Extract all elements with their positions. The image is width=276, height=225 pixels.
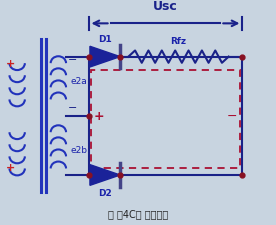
Bar xyxy=(91,70,240,168)
Polygon shape xyxy=(90,46,120,67)
Text: e2a: e2a xyxy=(70,77,87,86)
Text: Rfz: Rfz xyxy=(171,36,187,45)
Text: −: − xyxy=(227,110,237,123)
Text: −: − xyxy=(67,104,77,113)
Text: 图 （4C） 全波整流: 图 （4C） 全波整流 xyxy=(108,209,168,219)
Text: +: + xyxy=(6,163,15,173)
Text: D2: D2 xyxy=(98,189,112,198)
Text: −: − xyxy=(67,55,77,65)
Text: Usc: Usc xyxy=(153,0,178,13)
Text: +: + xyxy=(94,110,104,123)
Text: e2b: e2b xyxy=(70,146,87,155)
Text: +: + xyxy=(6,59,15,69)
Polygon shape xyxy=(90,165,120,185)
Text: D1: D1 xyxy=(98,35,112,44)
